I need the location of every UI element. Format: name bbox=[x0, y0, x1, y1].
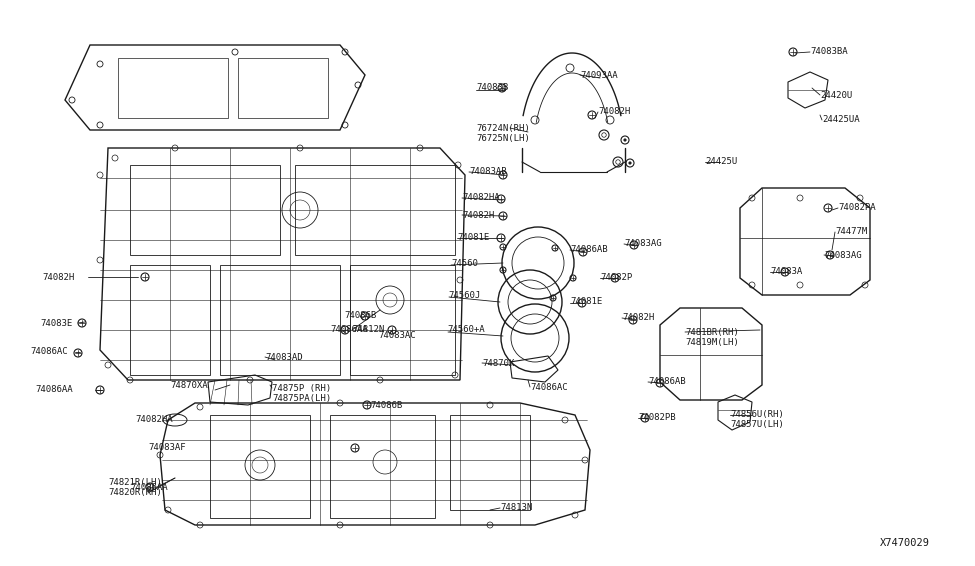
Text: 74093AA: 74093AA bbox=[580, 71, 617, 79]
Text: 74086AC: 74086AC bbox=[530, 383, 567, 392]
Text: 74477M: 74477M bbox=[835, 228, 867, 237]
Text: 74083AG: 74083AG bbox=[624, 239, 662, 248]
Text: 24425U: 24425U bbox=[705, 157, 737, 166]
Text: 24425UA: 24425UA bbox=[822, 115, 860, 125]
Text: 74560J: 74560J bbox=[448, 290, 481, 299]
Text: X7470029: X7470029 bbox=[880, 538, 930, 548]
Text: 74086AB: 74086AB bbox=[570, 246, 607, 255]
Text: 74082HA: 74082HA bbox=[462, 194, 499, 203]
Text: 74560: 74560 bbox=[451, 259, 478, 268]
Text: 74082H: 74082H bbox=[622, 314, 654, 323]
Text: 74083AC: 74083AC bbox=[378, 331, 415, 340]
Text: 74082H: 74082H bbox=[462, 211, 494, 220]
Text: 74086AA: 74086AA bbox=[330, 325, 368, 335]
Text: 74081E: 74081E bbox=[570, 298, 603, 307]
Text: 74812N: 74812N bbox=[352, 325, 384, 335]
Text: 74875PA(LH): 74875PA(LH) bbox=[272, 393, 332, 402]
Text: 74086AB: 74086AB bbox=[648, 378, 685, 387]
Text: 74082HA: 74082HA bbox=[135, 415, 173, 424]
Text: 74082PB: 74082PB bbox=[638, 414, 676, 422]
Text: 76725N(LH): 76725N(LH) bbox=[476, 134, 529, 143]
Text: 74083AG: 74083AG bbox=[824, 251, 862, 259]
Text: 74813N: 74813N bbox=[500, 504, 532, 512]
Text: 74875P (RH): 74875P (RH) bbox=[272, 384, 332, 392]
Text: 24420U: 24420U bbox=[820, 91, 852, 100]
Text: 74086B: 74086B bbox=[344, 311, 376, 320]
Text: 76724N(RH): 76724N(RH) bbox=[476, 123, 529, 132]
Text: 74086AA: 74086AA bbox=[35, 385, 72, 395]
Text: 74083E: 74083E bbox=[40, 319, 72, 328]
Text: 74083A: 74083A bbox=[770, 268, 802, 277]
Text: 74086AC: 74086AC bbox=[30, 348, 67, 357]
Text: 74821R(LH): 74821R(LH) bbox=[108, 478, 162, 487]
Text: 74086AA: 74086AA bbox=[130, 482, 168, 491]
Text: 74082P: 74082P bbox=[600, 273, 632, 282]
Text: 74083AF: 74083AF bbox=[148, 444, 185, 452]
Circle shape bbox=[629, 162, 631, 164]
Text: 74083B: 74083B bbox=[476, 84, 508, 92]
Text: 74560+A: 74560+A bbox=[447, 325, 485, 335]
Text: 74870XA: 74870XA bbox=[170, 380, 208, 389]
Text: 74081E: 74081E bbox=[457, 233, 489, 242]
Circle shape bbox=[624, 139, 626, 141]
Text: 7481BR(RH): 7481BR(RH) bbox=[685, 328, 739, 337]
Text: 74082PA: 74082PA bbox=[838, 204, 876, 212]
Text: 74083AB: 74083AB bbox=[469, 168, 507, 177]
Text: 74819M(LH): 74819M(LH) bbox=[685, 337, 739, 346]
Text: 74082H: 74082H bbox=[42, 272, 74, 281]
Text: 74082H: 74082H bbox=[598, 108, 630, 117]
Text: 74820R(RH): 74820R(RH) bbox=[108, 488, 162, 498]
Text: 74086B: 74086B bbox=[370, 401, 403, 409]
Text: 74856U(RH): 74856U(RH) bbox=[730, 410, 784, 419]
Text: 74083BA: 74083BA bbox=[810, 48, 847, 57]
Text: 74083AD: 74083AD bbox=[265, 353, 302, 362]
Text: 74870X: 74870X bbox=[482, 358, 514, 367]
Text: 74857U(LH): 74857U(LH) bbox=[730, 421, 784, 430]
